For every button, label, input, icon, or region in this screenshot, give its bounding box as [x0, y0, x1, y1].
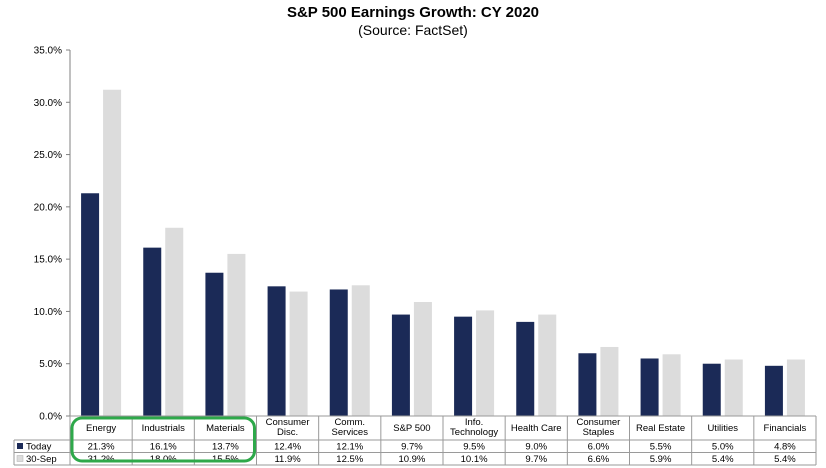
data-label: 21.3%: [88, 442, 115, 453]
category-label: Staples: [583, 427, 615, 438]
data-label: 5.9%: [650, 454, 672, 465]
data-label: 9.0%: [525, 442, 547, 453]
data-label: 12.1%: [336, 442, 363, 453]
data-label: 4.8%: [774, 442, 796, 453]
bar-today: [764, 365, 783, 416]
legend-label: 30-Sep: [26, 454, 57, 465]
y-tick-label: 30.0%: [34, 98, 62, 109]
category-label: Consumer: [266, 417, 310, 428]
bar-today: [143, 247, 162, 416]
category-label: Financials: [764, 423, 807, 434]
bar-sep30: [786, 359, 805, 416]
bar-sep30: [227, 253, 246, 416]
category-label: Info.: [465, 417, 484, 428]
data-label: 16.1%: [150, 442, 177, 453]
data-label: 10.1%: [461, 454, 488, 465]
bar-today: [391, 314, 410, 416]
data-label: 9.5%: [463, 442, 485, 453]
data-label: 5.5%: [650, 442, 672, 453]
data-label: 12.4%: [274, 442, 301, 453]
data-label: 10.9%: [398, 454, 425, 465]
bar-sep30: [413, 302, 432, 416]
y-tick-label: 25.0%: [34, 150, 62, 161]
bar-sep30: [103, 89, 122, 416]
category-label: Real Estate: [636, 423, 685, 434]
data-label: 6.6%: [588, 454, 610, 465]
data-label: 11.9%: [274, 454, 301, 465]
category-label: Disc.: [277, 427, 298, 438]
category-label: S&P 500: [393, 423, 430, 434]
bar-sep30: [165, 227, 184, 416]
legend-label: Today: [26, 442, 52, 453]
category-label: Utilities: [707, 423, 738, 434]
bar-sep30: [476, 310, 495, 416]
y-tick-label: 35.0%: [34, 46, 62, 57]
y-tick-label: 15.0%: [34, 255, 62, 266]
legend-swatch: [16, 455, 24, 462]
bar-sep30: [724, 359, 743, 416]
data-label: 9.7%: [525, 454, 547, 465]
y-tick-label: 0.0%: [39, 412, 62, 423]
legend-swatch: [17, 443, 23, 449]
bar-sep30: [538, 314, 557, 416]
bar-today: [640, 358, 659, 416]
bar-today: [329, 289, 348, 416]
bar-today: [205, 272, 224, 416]
category-label: Technology: [450, 427, 498, 438]
bar-today: [267, 286, 286, 416]
bar-sep30: [600, 346, 619, 416]
y-tick-label: 5.0%: [39, 359, 62, 370]
bar-today: [702, 363, 721, 416]
bar-today: [454, 316, 473, 416]
data-label: 5.4%: [774, 454, 796, 465]
data-label: 9.7%: [401, 442, 423, 453]
category-label: Industrials: [142, 423, 186, 434]
category-label: Services: [332, 427, 369, 438]
y-tick-label: 10.0%: [34, 307, 62, 318]
data-label: 5.4%: [712, 454, 734, 465]
bar-today: [81, 193, 100, 416]
category-label: Energy: [86, 423, 116, 434]
category-label: Comm.: [334, 417, 365, 428]
bar-sep30: [351, 285, 370, 416]
chart-subtitle: (Source: FactSet): [358, 22, 468, 38]
chart-title: S&P 500 Earnings Growth: CY 2020: [286, 4, 540, 21]
data-label: 13.7%: [212, 442, 239, 453]
bar-sep30: [662, 354, 681, 416]
bar-sep30: [289, 291, 308, 416]
highlight-outline: [70, 416, 256, 463]
data-label: 5.0%: [712, 442, 734, 453]
category-label: Health Care: [511, 423, 562, 434]
data-label: 6.0%: [588, 442, 610, 453]
bar-today: [516, 321, 535, 416]
category-label: Consumer: [577, 417, 621, 428]
y-tick-label: 20.0%: [34, 202, 62, 213]
bar-today: [578, 353, 597, 416]
data-label: 12.5%: [336, 454, 363, 465]
category-label: Materials: [206, 423, 245, 434]
